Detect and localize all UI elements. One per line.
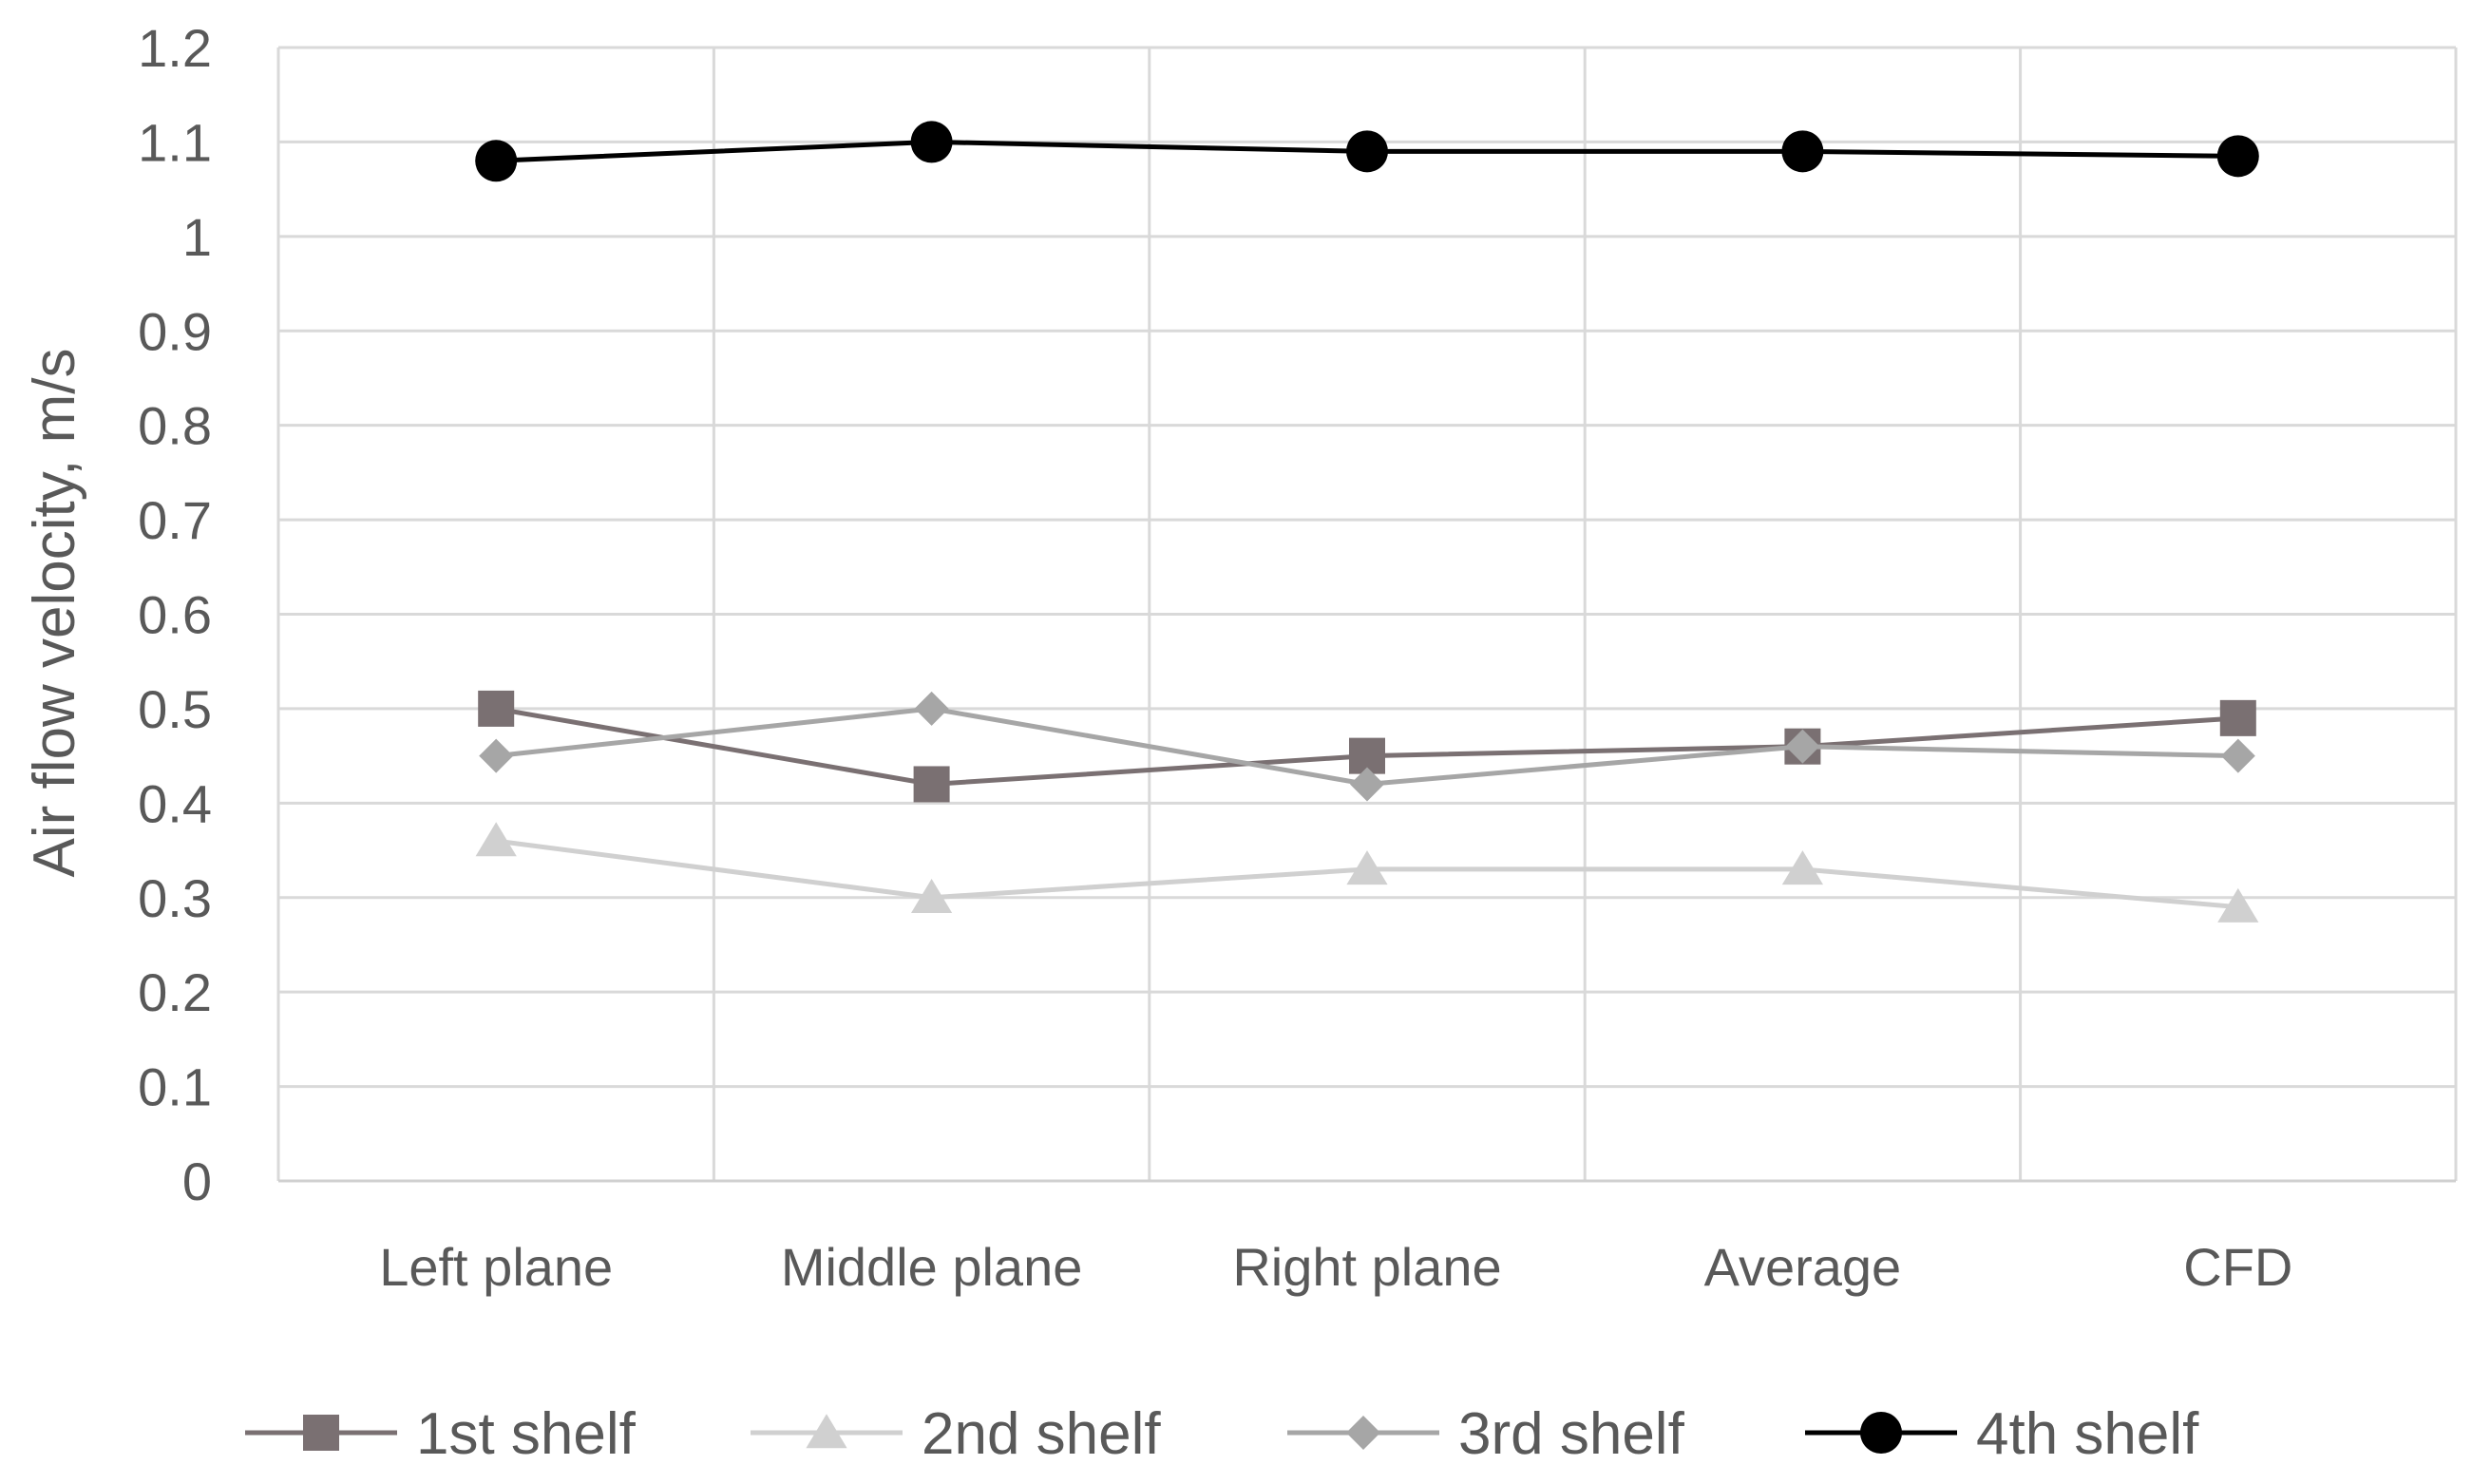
- legend-item: 2nd shelf: [751, 1401, 1161, 1467]
- y-tick-label: 0.7: [138, 490, 212, 550]
- legend-label: 4th shelf: [1976, 1401, 2199, 1467]
- y-tick-label: 1.2: [138, 18, 212, 78]
- gridlines: [276, 46, 2458, 1181]
- legend-marker: [303, 1415, 339, 1451]
- x-tick-label: Middle plane: [781, 1237, 1083, 1297]
- data-point: [479, 738, 514, 773]
- legend-item: 1st shelf: [245, 1401, 637, 1467]
- data-point: [475, 140, 518, 182]
- legend-label: 2nd shelf: [922, 1401, 1161, 1467]
- tick-labels: 0 0.1 0.2 0.3 0.4 0.5 0.6 0.7 0.8 0.9 1 1.1 1.2 Left …: [138, 18, 2292, 1297]
- y-tick-label: 0.1: [138, 1057, 212, 1117]
- data-point: [913, 766, 950, 803]
- y-tick-label: 0.9: [138, 301, 212, 361]
- legend-item: 3rd shelf: [1287, 1401, 1685, 1467]
- y-axis-title: Air flow velocity, m/s: [22, 349, 87, 878]
- data-point: [2217, 887, 2259, 923]
- data-point: [2219, 699, 2256, 736]
- legend-label: 3rd shelf: [1458, 1401, 1685, 1467]
- x-tick-label: Right plane: [1232, 1237, 1501, 1297]
- y-tick-label: 1.1: [138, 112, 212, 172]
- y-tick-label: 0.4: [138, 773, 212, 833]
- series-lines: [475, 121, 2259, 923]
- y-tick-label: 0.2: [138, 962, 212, 1022]
- y-tick-label: 0.5: [138, 679, 212, 739]
- y-tick-label: 0.8: [138, 396, 212, 456]
- y-tick-label: 0: [182, 1151, 212, 1211]
- legend-item: 4th shelf: [1805, 1401, 2199, 1467]
- series-3: [479, 691, 2255, 802]
- data-point: [911, 878, 953, 913]
- legend-marker: [1860, 1412, 1902, 1454]
- data-point: [2216, 135, 2259, 178]
- data-point: [475, 822, 517, 857]
- x-tick-label: Left plane: [379, 1237, 613, 1297]
- legend-label: 1st shelf: [416, 1401, 637, 1467]
- data-point: [914, 691, 949, 726]
- data-point: [1781, 130, 1824, 173]
- y-tick-label: 1: [182, 207, 212, 267]
- data-point: [1346, 850, 1388, 885]
- x-tick-label: Average: [1704, 1237, 1902, 1297]
- data-point: [478, 690, 515, 727]
- data-point: [910, 121, 953, 163]
- legend: 1st shelf 2nd shelf 3rd shelf 4th shelf: [245, 1401, 2199, 1467]
- series-2: [475, 822, 2259, 923]
- series-4: [475, 121, 2259, 182]
- legend-marker: [1346, 1416, 1380, 1450]
- data-point: [2220, 738, 2255, 773]
- data-point: [1350, 767, 1384, 802]
- data-point: [1785, 729, 1820, 764]
- y-tick-label: 0.3: [138, 868, 212, 928]
- data-point: [1346, 130, 1388, 173]
- y-tick-label: 0.6: [138, 585, 212, 645]
- legend-marker: [806, 1414, 847, 1449]
- data-point: [1781, 850, 1823, 885]
- x-tick-label: CFD: [2183, 1237, 2292, 1297]
